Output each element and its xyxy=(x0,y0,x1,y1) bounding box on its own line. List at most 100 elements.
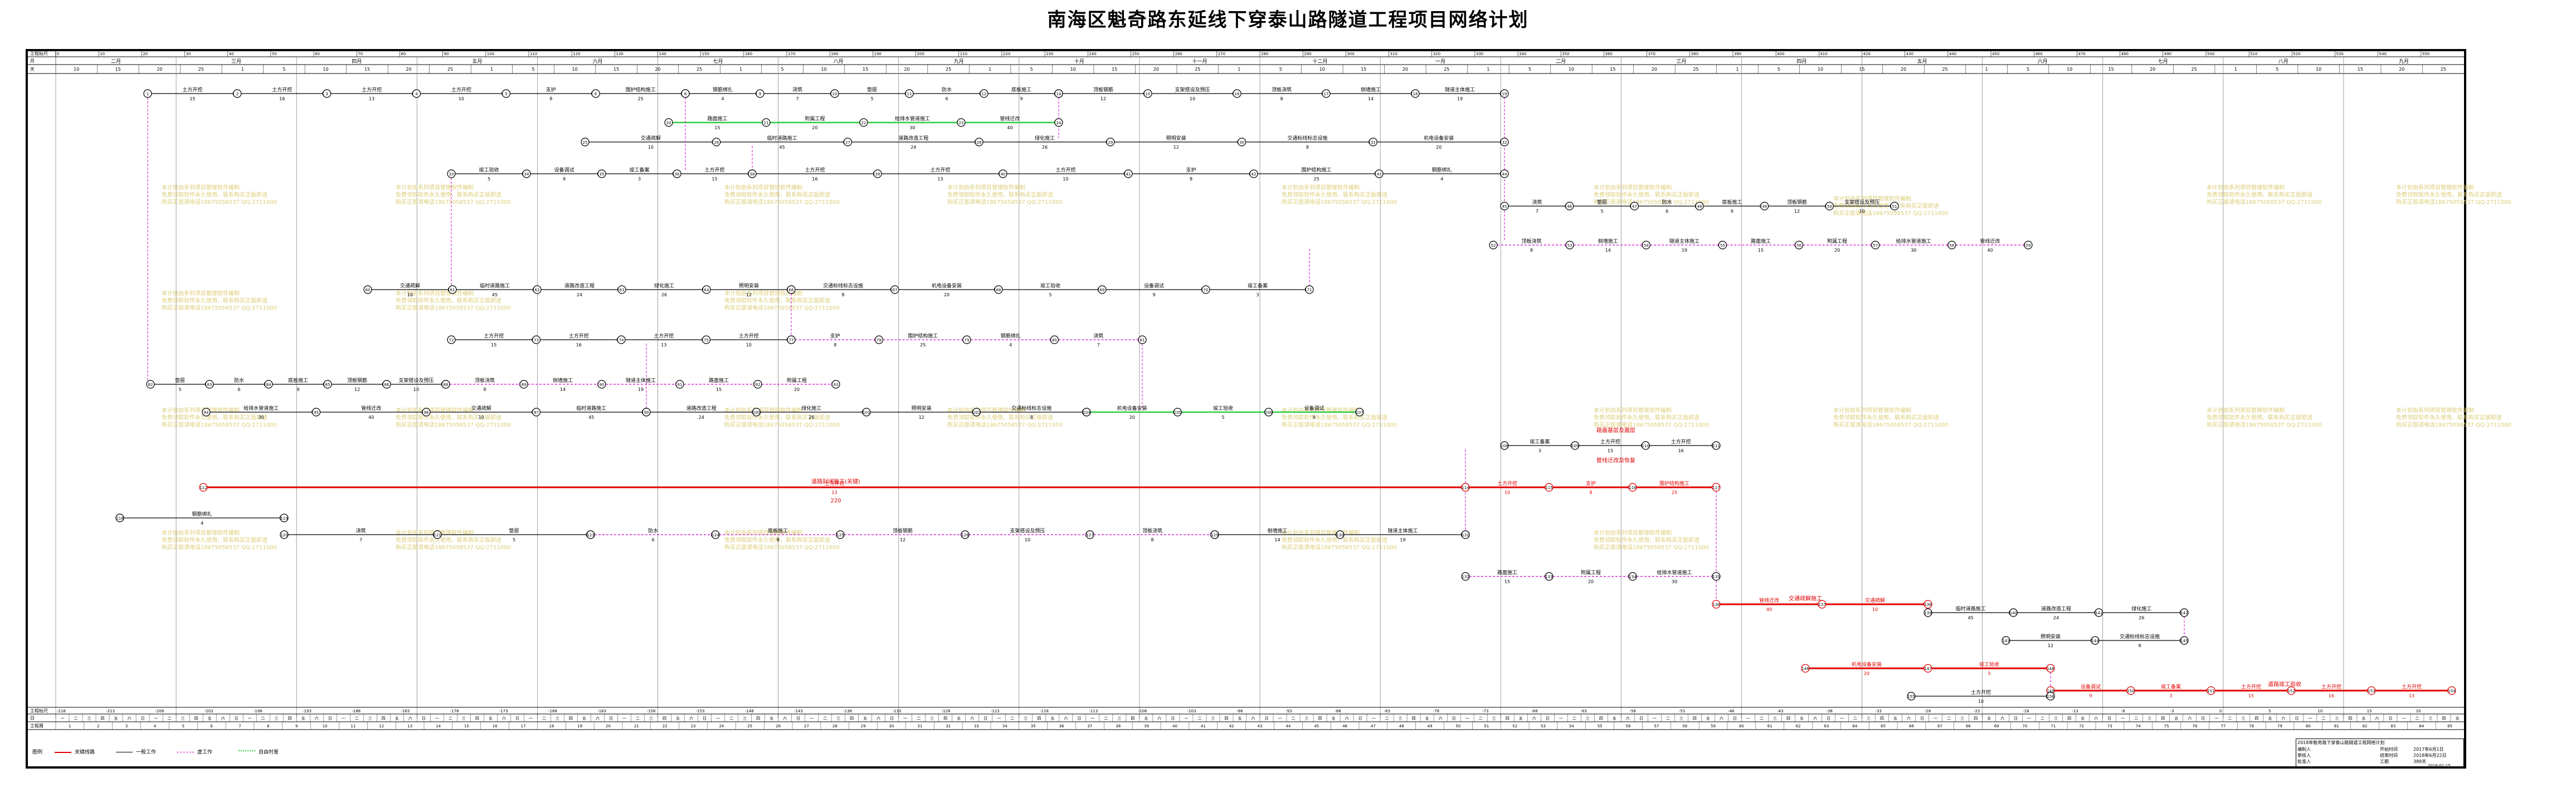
event-node xyxy=(382,380,391,389)
event-node xyxy=(199,483,208,492)
month-label: 三月 xyxy=(1676,58,1686,65)
task-label: 路面施工 xyxy=(709,377,729,384)
week-label: 65 xyxy=(1881,724,1886,728)
legend-virtual-label: 虚工作 xyxy=(197,750,213,755)
event-node xyxy=(1500,441,1509,450)
weekday-label: 三 xyxy=(1305,716,1309,721)
event-node-number: 16 xyxy=(1235,92,1240,96)
task-duration: 10 xyxy=(1504,490,1510,495)
weekday-label: 日 xyxy=(141,716,145,721)
week-label: 35 xyxy=(1031,724,1036,728)
task-label: 围护结构施工 xyxy=(908,332,938,339)
task-duration: 24 xyxy=(2053,615,2059,620)
week-label: 15 xyxy=(464,724,469,728)
event-node xyxy=(980,89,988,98)
ruler-label: 350 xyxy=(1562,52,1569,56)
weekday-label: 六 xyxy=(2000,716,2004,721)
event-node-number: 8 xyxy=(684,92,686,96)
tb-end: 2018年6月22日 xyxy=(2413,753,2447,758)
event-node-number: 132 xyxy=(1462,575,1469,579)
task-label: 底板施工 xyxy=(768,527,788,534)
event-node xyxy=(1545,483,1554,492)
task-label: 防水 xyxy=(234,377,244,384)
ruler-label: 160 xyxy=(745,52,752,56)
task-label: 交通标线标志设施 xyxy=(2120,633,2160,640)
day-label: 5 xyxy=(1528,67,1531,72)
event-node-number: 61 xyxy=(450,288,455,292)
event-node xyxy=(1461,530,1470,539)
week-label: 12 xyxy=(379,724,384,728)
watermark-text: 免费领取软件永久使用，联系购买正版即送 xyxy=(1594,536,1700,544)
footer-ruler-label: -68 xyxy=(1531,709,1537,713)
day-label: 10 xyxy=(1818,67,1823,72)
weekday-label: 二 xyxy=(917,716,921,721)
weekday-label: 二 xyxy=(1104,716,1108,721)
legend-critical-line xyxy=(55,752,71,753)
event-node-number: 99 xyxy=(644,410,649,415)
ruler-label: 530 xyxy=(2336,52,2343,56)
day-label: 1 xyxy=(988,67,991,72)
event-node-number: 5 xyxy=(505,92,507,96)
watermark-text: 免费领取软件永久使用，联系购买正版即送 xyxy=(724,297,830,304)
footer-ruler-label: -3 xyxy=(2170,709,2174,713)
watermark-text: 免费领取软件永久使用，联系购买正版即送 xyxy=(162,297,267,304)
watermark-text: 免费领取软件永久使用，联系购买正版即送 xyxy=(1282,414,1387,421)
event-node xyxy=(1628,572,1637,581)
event-node xyxy=(532,408,541,417)
weekday-label: 日 xyxy=(1452,716,1456,721)
watermark-text: 免费领取软件永久使用，联系购买正版即送 xyxy=(1594,191,1700,198)
critical-label: 交通疏解施工 xyxy=(1789,595,1822,602)
task-label: 防水 xyxy=(942,86,952,93)
footer-ruler-label: -193 xyxy=(303,709,311,713)
task-label: 机电设备安装 xyxy=(1424,135,1454,141)
task-duration: 8 xyxy=(1151,537,1153,542)
event-node-number: 45 xyxy=(1502,204,1507,209)
ruler-label: 310 xyxy=(1390,52,1397,56)
watermark-text: 本计划由系列项目管理软件编制 xyxy=(162,290,240,297)
event-node xyxy=(642,408,651,417)
footer-ruler-label: -38 xyxy=(1826,709,1832,713)
day-label: 10 xyxy=(1569,67,1574,72)
legend-normal-label: 一般工作 xyxy=(136,750,157,755)
task-duration: 5 xyxy=(1600,209,1603,214)
task-duration: 12 xyxy=(746,292,752,297)
weekday-label: 五 xyxy=(114,716,118,721)
task-duration: 30 xyxy=(909,125,915,130)
task-duration: 8 xyxy=(1530,248,1533,253)
event-node xyxy=(830,89,839,98)
week-label: 16 xyxy=(493,724,498,728)
task-label: 顶板浇筑 xyxy=(475,377,495,384)
week-label: 30 xyxy=(889,724,894,728)
weekday-label: 一 xyxy=(1090,716,1094,721)
weekday-label: 三 xyxy=(181,716,185,721)
event-node xyxy=(1825,202,1834,211)
event-node-number: 151 xyxy=(2207,689,2214,693)
weekday-label: 二 xyxy=(1385,716,1389,721)
day-label: 15 xyxy=(115,67,121,72)
task-duration: 5 xyxy=(870,96,873,101)
event-node xyxy=(1565,241,1574,250)
task-duration: 6 xyxy=(651,537,654,542)
event-node xyxy=(1369,138,1377,146)
ruler-label: 140 xyxy=(659,52,666,56)
weekday-label: 三 xyxy=(2428,716,2432,721)
task-label: 路面施工 xyxy=(1751,238,1771,244)
event-node-number: 140 xyxy=(2010,611,2017,615)
week-label: 78 xyxy=(2249,724,2254,728)
task-label: 底板施工 xyxy=(1011,86,1031,93)
ruler-label: 230 xyxy=(1046,52,1053,56)
day-label: 25 xyxy=(946,67,951,72)
weekday-label: 三 xyxy=(649,716,653,721)
weekday-label: 一 xyxy=(622,716,626,721)
event-node xyxy=(1924,600,1932,609)
weekday-label: 四 xyxy=(101,716,105,721)
watermark-text: 免费领取软件永久使用，联系购买正版即送 xyxy=(1833,414,1939,421)
tb-end-label: 结束时间 xyxy=(2380,753,2398,758)
footer-ruler-label: -138 xyxy=(843,709,852,713)
watermark-text: 购买正版请电话18675058537 QQ:2711000 xyxy=(947,421,1063,428)
weekday-label: 四 xyxy=(1224,716,1228,721)
event-node-number: 69 xyxy=(1100,288,1105,292)
week-label: 33 xyxy=(974,724,979,728)
task-label: 道路改造工程 xyxy=(686,405,717,412)
event-node xyxy=(1461,572,1470,581)
